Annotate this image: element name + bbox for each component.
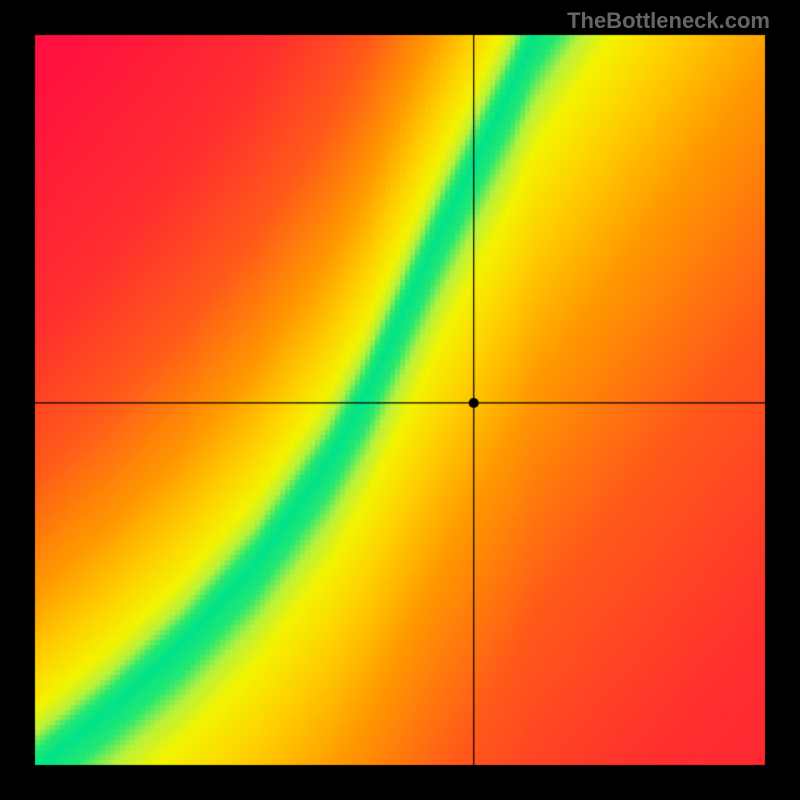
- watermark-text: TheBottleneck.com: [567, 8, 770, 34]
- chart-container: TheBottleneck.com: [0, 0, 800, 800]
- bottleneck-heatmap: [0, 0, 800, 800]
